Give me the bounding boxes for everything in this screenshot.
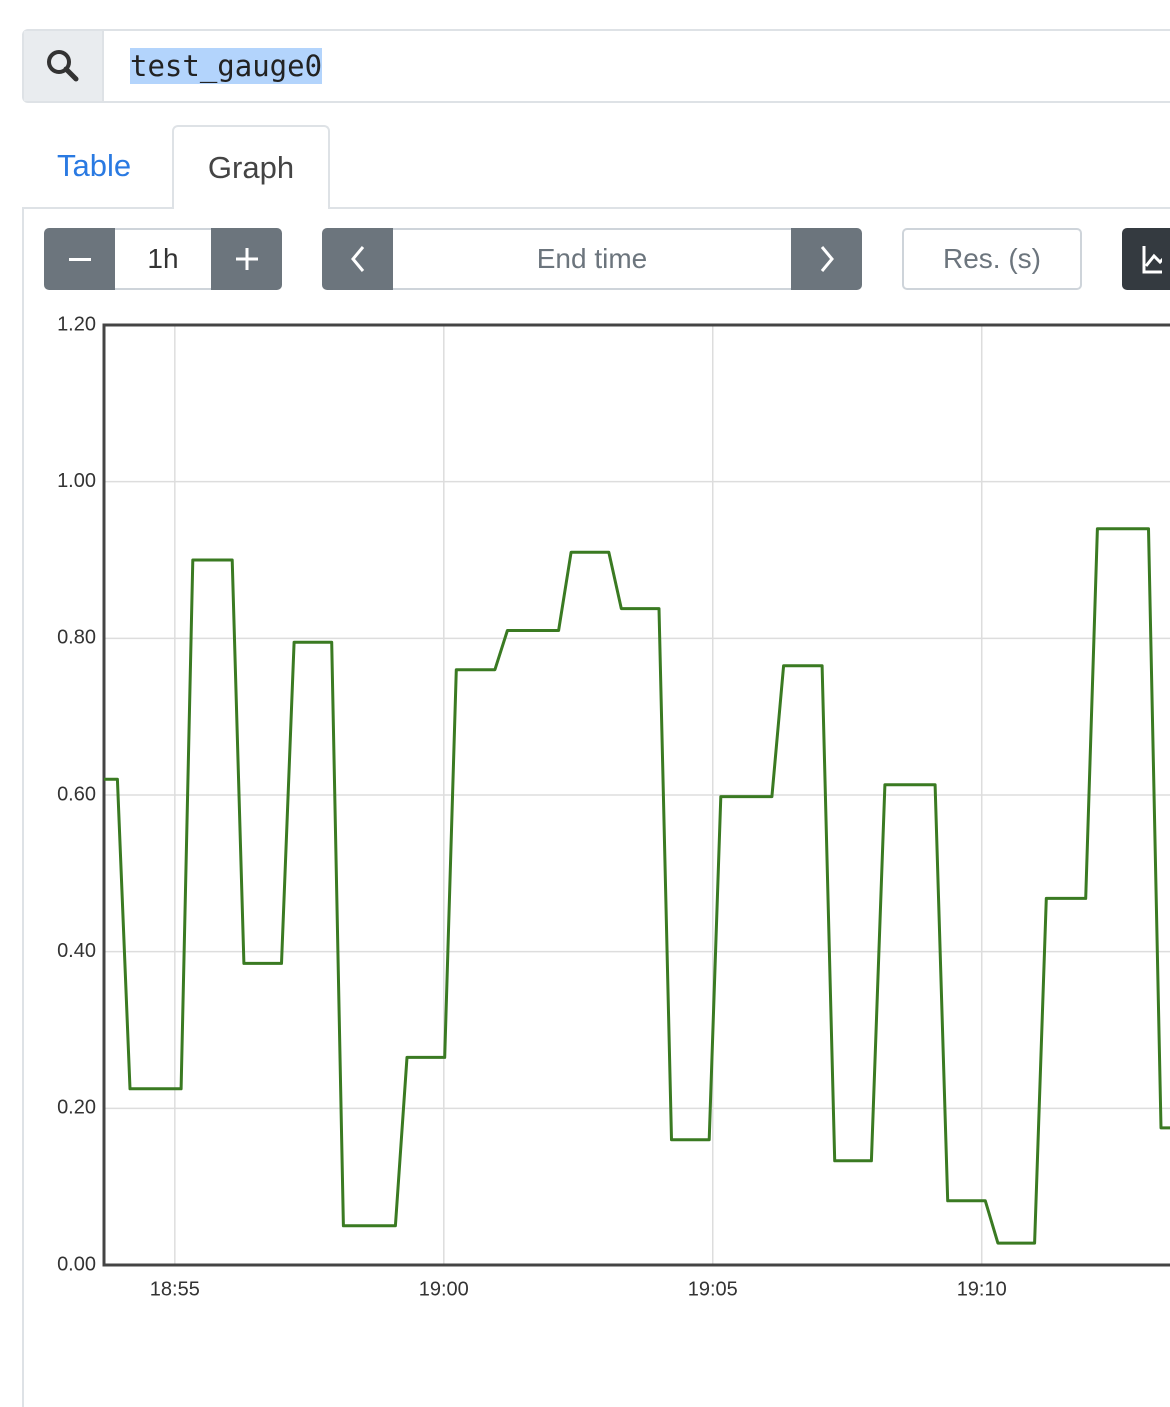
series-line [104,527,1170,1245]
range-plus[interactable] [211,228,282,290]
range-minus[interactable] [44,228,115,290]
y-tick-label: 0.40 [57,940,96,962]
x-tick-label: 19:10 [957,1278,1007,1300]
y-tick-label: 0.20 [57,1097,96,1119]
query-input[interactable]: test_gauge0 [130,48,323,84]
time-back[interactable] [322,228,393,290]
resolution-input[interactable]: Res. (s) [902,228,1082,290]
search-bar [22,29,1170,103]
y-tick-label: 0.80 [57,627,96,649]
y-tick-label: 1.00 [57,470,96,492]
range-input[interactable]: 1h [115,228,211,290]
y-tick-label: 1.20 [57,313,96,335]
panel-border [22,207,172,1407]
panel-border [330,207,1170,209]
plot-frame [102,323,1170,1267]
magnifier [47,50,79,82]
end-time-input[interactable]: End time [393,228,791,290]
time-forward[interactable] [791,228,862,290]
x-tick-label: 19:05 [688,1278,738,1300]
chevron-right [820,246,834,272]
y-tick-label: 0.60 [57,783,96,805]
tab-table[interactable]: Table [57,148,132,183]
search-icon[interactable] [24,31,104,101]
chevron-left [350,246,364,272]
plus-icon [235,248,258,270]
y-tick-label: 0.00 [57,1253,96,1275]
x-tick-label: 18:55 [150,1278,200,1300]
tab-graph[interactable]: Graph [172,125,330,209]
chart: 0.00 0.20 0.40 0.60 0.80 1.00 1.20 18:55 19:00 19… [57,313,1170,1300]
chart-type-button[interactable] [1122,228,1170,290]
x-tick-label: 19:00 [419,1278,469,1300]
page: test_gauge0 Table Graph 1h End time Res.… [22,29,1170,1407]
